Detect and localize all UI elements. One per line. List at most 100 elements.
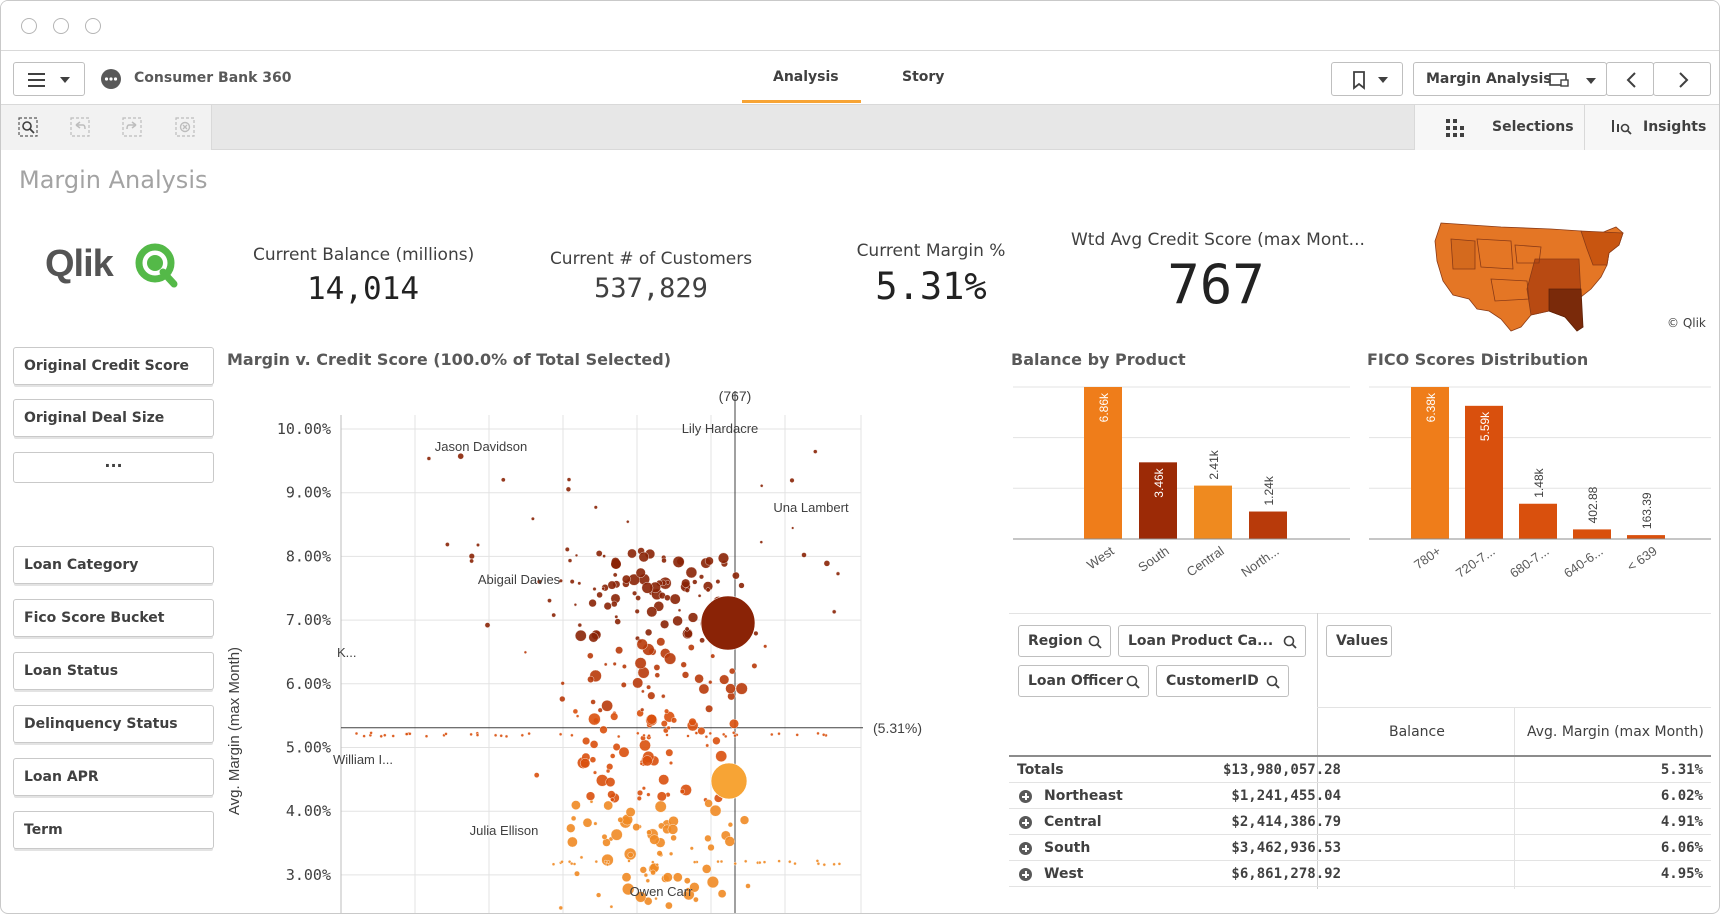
- scatter-point[interactable]: [813, 449, 818, 454]
- scatter-point[interactable]: [621, 574, 631, 584]
- scatter-point[interactable]: [671, 717, 678, 724]
- scatter-point[interactable]: [379, 734, 383, 738]
- scatter-point[interactable]: [634, 657, 647, 670]
- scatter-point[interactable]: [639, 866, 647, 874]
- scatter-point[interactable]: [646, 714, 657, 725]
- scatter-point[interactable]: [718, 552, 730, 564]
- table-row[interactable]: Northeast $1,241,455.04 6.02%: [1009, 783, 1711, 809]
- scatter-point[interactable]: [493, 733, 498, 737]
- scatter-point[interactable]: [758, 860, 762, 865]
- scatter-point[interactable]: [832, 609, 837, 615]
- scatter-point[interactable]: [530, 516, 535, 521]
- scatter-point[interactable]: [596, 591, 603, 599]
- values-chip[interactable]: Values: [1326, 625, 1392, 657]
- scatter-point[interactable]: [605, 768, 611, 774]
- filter-original-credit-score[interactable]: Original Credit Score: [13, 347, 214, 385]
- scatter-point[interactable]: [763, 644, 768, 649]
- scatter-point[interactable]: [789, 477, 795, 483]
- scatter-point[interactable]: [638, 551, 649, 563]
- scatter-point[interactable]: [603, 859, 608, 864]
- scatter-point[interactable]: [646, 684, 651, 690]
- scatter-point[interactable]: [724, 734, 728, 739]
- scatter-point[interactable]: [610, 712, 619, 721]
- dimension-chip-region[interactable]: Region: [1018, 625, 1111, 657]
- scatter-point[interactable]: [569, 579, 575, 585]
- scatter-point[interactable]: [570, 861, 574, 866]
- scatter-point[interactable]: [717, 889, 727, 899]
- scatter-point[interactable]: [669, 761, 674, 766]
- scatter-point[interactable]: [777, 859, 781, 863]
- maximize-window-button[interactable]: [85, 18, 101, 34]
- scatter-point[interactable]: [700, 595, 756, 651]
- scatter-point[interactable]: [816, 862, 821, 866]
- bar[interactable]: [1411, 387, 1449, 539]
- scatter-point[interactable]: [684, 626, 690, 632]
- scatter-point[interactable]: [647, 734, 651, 738]
- scatter-point[interactable]: [640, 707, 645, 712]
- scatter-point[interactable]: [705, 743, 710, 748]
- scatter-point[interactable]: [646, 792, 651, 797]
- scatter-point[interactable]: [626, 519, 630, 524]
- scatter-point[interactable]: [611, 559, 621, 569]
- bar[interactable]: [1084, 387, 1122, 539]
- scatter-point[interactable]: [661, 557, 667, 564]
- scatter-point[interactable]: [504, 734, 509, 739]
- scatter-point[interactable]: [704, 556, 714, 566]
- scatter-point[interactable]: [664, 652, 677, 665]
- table-row[interactable]: West $6,861,278.92 4.95%: [1009, 861, 1711, 887]
- scatter-point[interactable]: [560, 860, 564, 864]
- scatter-point[interactable]: [762, 860, 767, 864]
- scatter-point[interactable]: [795, 733, 799, 737]
- more-filters-button[interactable]: ···: [13, 452, 214, 483]
- scatter-point[interactable]: [699, 574, 705, 580]
- scatter-point[interactable]: [369, 731, 373, 735]
- scatter-point[interactable]: [582, 817, 593, 828]
- scatter-point[interactable]: [444, 732, 448, 736]
- scatter-point[interactable]: [570, 815, 577, 822]
- scatter-point[interactable]: [801, 552, 807, 558]
- sheet-selector[interactable]: Margin Analysis: [1413, 62, 1607, 96]
- scatter-point[interactable]: [715, 750, 728, 763]
- scatter-point[interactable]: [354, 731, 359, 736]
- scatter-point[interactable]: [558, 732, 563, 736]
- scatter-point[interactable]: [405, 732, 409, 736]
- scatter-point[interactable]: [656, 791, 667, 802]
- scatter-point[interactable]: [729, 667, 736, 675]
- scatter-point[interactable]: [704, 735, 709, 739]
- scatter-point[interactable]: [660, 720, 668, 727]
- scatter-point[interactable]: [573, 603, 577, 607]
- scatter-point[interactable]: [665, 901, 673, 910]
- scatter-point[interactable]: [469, 558, 474, 564]
- scatter-point[interactable]: [667, 824, 679, 835]
- scatter-point[interactable]: [617, 734, 621, 739]
- dimension-chip-customer-id[interactable]: CustomerID: [1156, 665, 1289, 697]
- scatter-point[interactable]: [679, 788, 686, 795]
- scatter-point[interactable]: [484, 622, 491, 628]
- scatter-point[interactable]: [621, 664, 627, 669]
- expand-icon[interactable]: [1019, 790, 1032, 803]
- scatter-point[interactable]: [710, 762, 748, 800]
- filter-original-deal-size[interactable]: Original Deal Size: [13, 399, 214, 437]
- scatter-point[interactable]: [681, 671, 690, 679]
- scatter-point[interactable]: [708, 680, 713, 685]
- scatter-point[interactable]: [362, 734, 366, 738]
- scatter-point[interactable]: [547, 598, 552, 603]
- scatter-point[interactable]: [634, 608, 640, 614]
- scatter-point[interactable]: [745, 883, 751, 889]
- scatter-point[interactable]: [500, 477, 506, 483]
- scatter-point[interactable]: [567, 836, 578, 848]
- tab-story[interactable]: Story: [902, 69, 945, 85]
- scatter-point[interactable]: [570, 733, 574, 737]
- scatter-point[interactable]: [627, 859, 631, 863]
- scatter-point[interactable]: [605, 862, 610, 867]
- scatter-point[interactable]: [733, 734, 737, 738]
- scatter-point[interactable]: [593, 821, 598, 826]
- scatter-point[interactable]: [574, 629, 587, 642]
- scatter-point[interactable]: [610, 828, 623, 841]
- scatter-point[interactable]: [732, 731, 736, 735]
- scatter-point[interactable]: [653, 601, 664, 612]
- scatter-point[interactable]: [408, 732, 412, 736]
- scatter-point[interactable]: [383, 733, 387, 737]
- scatter-point[interactable]: [610, 753, 616, 759]
- scatter-point[interactable]: [596, 892, 602, 898]
